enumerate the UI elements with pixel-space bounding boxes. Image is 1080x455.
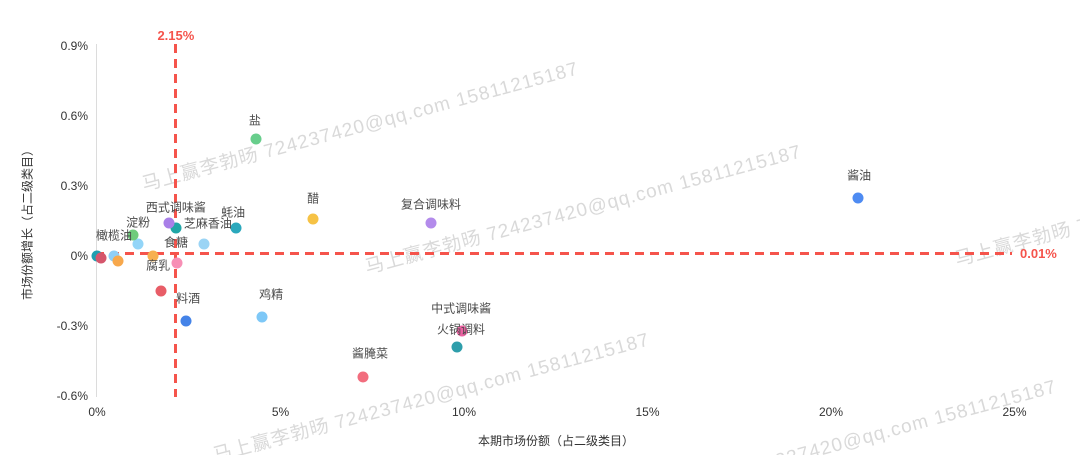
x-tick-label: 10% (451, 405, 477, 419)
data-point[interactable] (170, 222, 182, 234)
point-label: 橄榄油 (95, 228, 132, 243)
data-point[interactable] (132, 238, 144, 250)
point-label: 盐 (248, 113, 261, 128)
y-threshold-line (95, 252, 1012, 256)
point-label: 西式调味酱 (145, 200, 206, 215)
y-axis-title: 市场份额增长（占二级类目） (20, 143, 35, 301)
point-label: 酱油 (847, 168, 872, 183)
x-tick-label: 0% (88, 405, 106, 419)
point-label: 蚝油 (221, 205, 246, 220)
data-point[interactable] (357, 371, 369, 383)
point-label: 食糖 (163, 235, 189, 250)
data-point[interactable] (163, 217, 175, 229)
data-point[interactable] (95, 252, 107, 264)
x-axis-title: 本期市场份额（占二级类目） (477, 434, 635, 448)
data-point[interactable] (198, 238, 210, 250)
point-label: 芝麻香油 (183, 216, 232, 231)
point-label: 酱腌菜 (352, 346, 389, 361)
point-label: 腐乳 (146, 258, 171, 273)
point-label: 醋 (307, 191, 320, 206)
point-label: 料酒 (176, 291, 201, 306)
data-point[interactable] (147, 250, 159, 262)
data-point[interactable] (180, 315, 192, 327)
data-point[interactable] (155, 285, 167, 297)
data-point[interactable] (112, 255, 124, 267)
watermark-text: 马上赢李勃旸 724237420@qq.com 15811215187 (139, 58, 581, 196)
x-tick-label: 5% (271, 405, 290, 419)
data-point[interactable] (230, 222, 242, 234)
point-label: 淀粉 (126, 215, 151, 230)
data-point[interactable] (425, 217, 437, 229)
data-point[interactable] (456, 325, 468, 337)
x-tick-label: 15% (635, 405, 660, 419)
data-point[interactable] (250, 133, 262, 145)
watermark-text: 马上赢李勃旸 724237420@qq.com 15811215187 (952, 134, 1080, 271)
data-point[interactable] (127, 229, 139, 241)
data-point[interactable] (307, 213, 319, 225)
y-threshold-label: 0.01% (1020, 245, 1057, 261)
data-point[interactable] (171, 257, 183, 269)
y-tick-label: 0% (70, 249, 88, 263)
x-threshold-line (174, 44, 178, 397)
data-point[interactable] (852, 192, 864, 204)
x-tick-label: 25% (1002, 405, 1027, 419)
y-tick-label: 0.6% (60, 109, 88, 123)
y-axis-line (96, 44, 97, 397)
x-tick-label: 20% (818, 405, 844, 419)
x-threshold-label: 2.15% (157, 28, 195, 43)
point-label: 火锅调料 (437, 322, 486, 337)
y-tick-label: 0.9% (60, 39, 88, 53)
point-label: 鸡精 (259, 287, 284, 302)
y-tick-label: 0.3% (60, 179, 88, 193)
y-tick-label: -0.6% (56, 388, 88, 403)
point-label: 复合调味料 (400, 197, 461, 212)
y-tick-label: -0.3% (56, 318, 88, 333)
data-point[interactable] (256, 311, 268, 323)
point-label: 中式调味酱 (431, 301, 492, 316)
data-point[interactable] (451, 341, 463, 353)
